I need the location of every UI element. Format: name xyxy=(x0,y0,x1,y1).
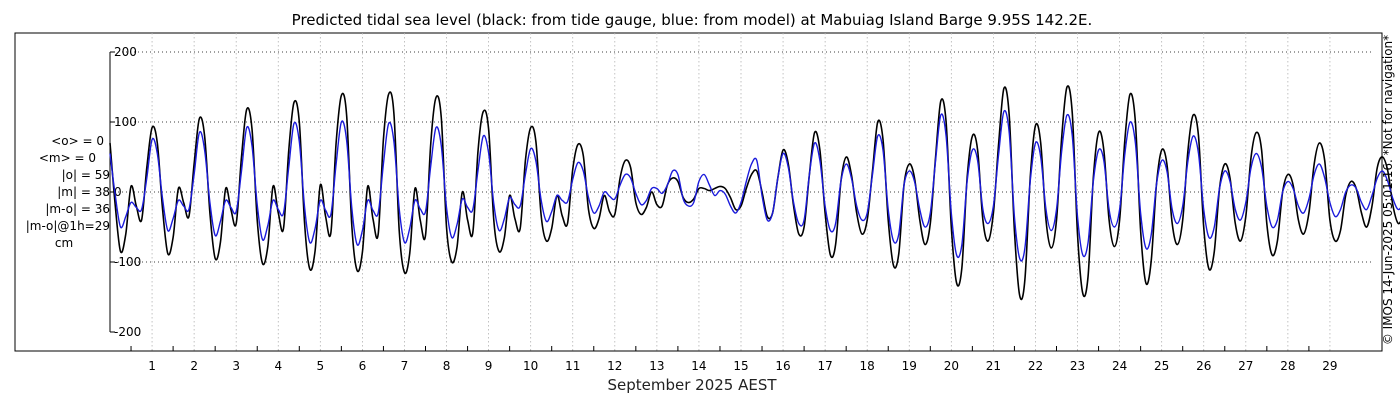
x-tick-label: 13 xyxy=(649,359,664,373)
series-layer xyxy=(109,85,1400,301)
x-tick-label: 1 xyxy=(148,359,156,373)
x-tick-label: 15 xyxy=(733,359,748,373)
x-tick-label: 18 xyxy=(860,359,875,373)
y-tick-label: -100 xyxy=(114,255,141,269)
x-tick-label: 22 xyxy=(1028,359,1043,373)
x-tick-label: 28 xyxy=(1280,359,1295,373)
stat-abs-model: |m| = 38 xyxy=(57,185,110,199)
x-tick-label: 19 xyxy=(902,359,917,373)
x-axis-label: September 2025 AEST xyxy=(607,376,777,394)
y-tick-label: 200 xyxy=(114,45,137,59)
x-tick-label: 16 xyxy=(775,359,790,373)
x-tick-label: 7 xyxy=(401,359,409,373)
vertical-gridlines xyxy=(151,33,1331,351)
x-tick-label: 4 xyxy=(274,359,282,373)
y-tick-label: 0 xyxy=(114,185,122,199)
chart-title: Predicted tidal sea level (black: from t… xyxy=(292,11,1093,29)
x-tick-label: 24 xyxy=(1112,359,1127,373)
x-tick-label: 12 xyxy=(607,359,622,373)
stat-mean-model: <m> = 0 xyxy=(39,151,96,165)
x-tick-label: 11 xyxy=(565,359,580,373)
stat-abs-diff: |m-o| = 36 xyxy=(45,202,110,216)
x-tick-label: 8 xyxy=(443,359,451,373)
x-tick-label: 26 xyxy=(1196,359,1211,373)
x-tick-label: 29 xyxy=(1322,359,1337,373)
x-tick-label: 2 xyxy=(190,359,198,373)
x-tick-label: 9 xyxy=(485,359,493,373)
x-tick-label: 5 xyxy=(317,359,325,373)
x-tick-label: 3 xyxy=(232,359,240,373)
x-tick-label: 14 xyxy=(691,359,706,373)
x-tick-label: 10 xyxy=(523,359,538,373)
x-tick-label: 25 xyxy=(1154,359,1169,373)
copyright-note: © IMOS 14-Jun-2025 05:01:16. *Not for na… xyxy=(1381,35,1395,345)
y-axis-ticks: -200 -100 0 100 200 xyxy=(110,45,141,339)
stats-panel: <o> = 0 <m> = 0 |o| = 59 |m| = 38 |m-o| … xyxy=(26,134,110,250)
x-axis-ticks: 1 2 3 4 5 6 7 8 9 10 11 12 13 14 15 16 17 18 19 20 21 22 23 24 2… xyxy=(130,346,1338,373)
y-tick-label: -200 xyxy=(114,325,141,339)
stat-abs-diff-1h: |m-o|@1h=29 xyxy=(26,219,110,233)
x-tick-label: 6 xyxy=(359,359,367,373)
stat-abs-obs: |o| = 59 xyxy=(62,168,110,182)
series-line-model xyxy=(109,109,1400,262)
y-tick-label: 100 xyxy=(114,115,137,129)
x-tick-label: 17 xyxy=(817,359,832,373)
x-tick-label: 21 xyxy=(986,359,1001,373)
stat-units: cm xyxy=(55,236,73,250)
x-tick-label: 23 xyxy=(1070,359,1085,373)
x-tick-label: 20 xyxy=(944,359,959,373)
x-tick-label: 27 xyxy=(1238,359,1253,373)
stat-mean-obs: <o> = 0 xyxy=(51,134,104,148)
